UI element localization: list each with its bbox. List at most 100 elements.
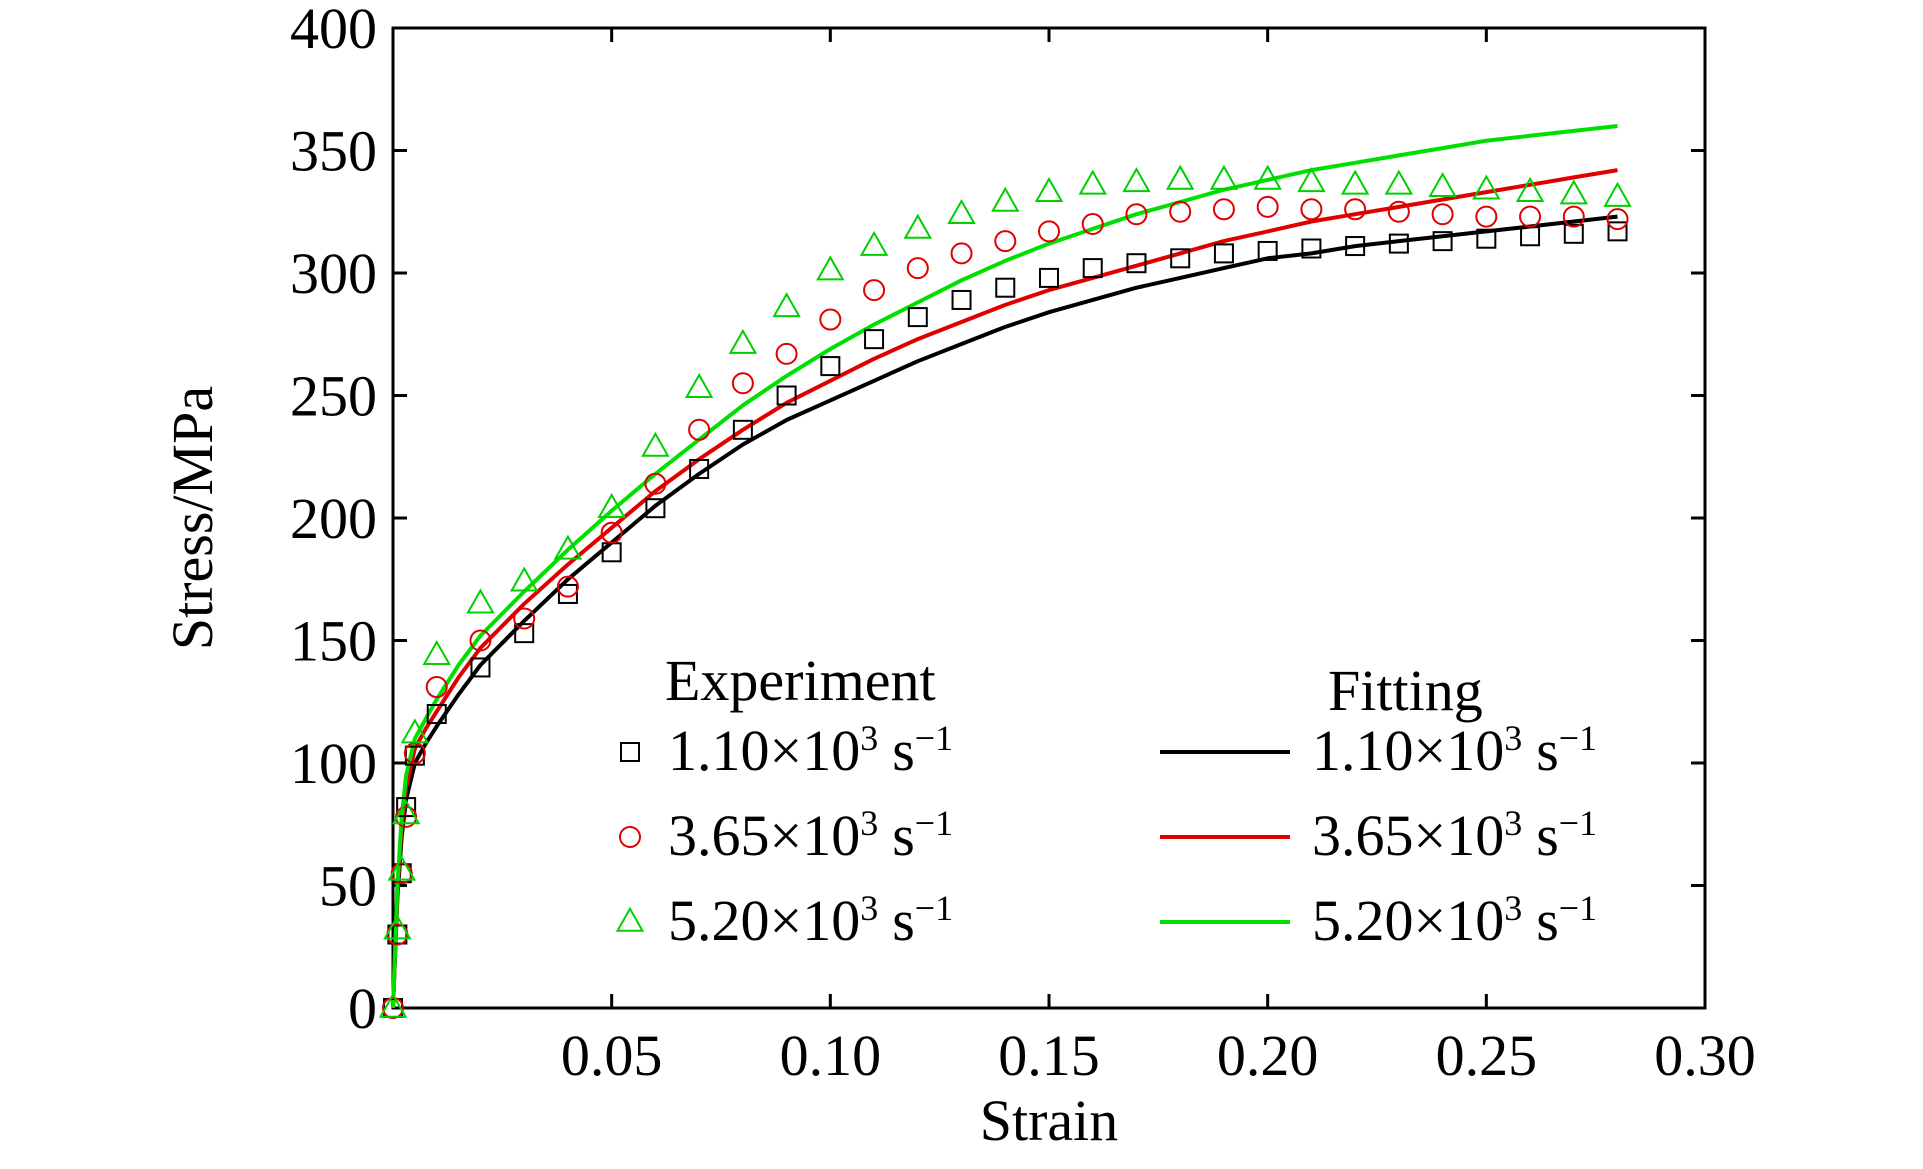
experiment-point-triangle: [1165, 164, 1195, 190]
experiment-point-circle: [1344, 198, 1367, 221]
legend-fitting-label: 1.10×103 s−1: [1312, 718, 1597, 783]
experiment-point-triangle: [466, 588, 495, 614]
legend-experiment-label-unit: s: [892, 718, 915, 783]
experiment-point-circle: [1475, 205, 1498, 228]
legend-fitting-label-unit: s: [1536, 888, 1559, 953]
experiment-point-triangle: [1428, 172, 1457, 198]
experiment-point-circle: [1125, 203, 1148, 226]
experiment-point-square: [1301, 238, 1322, 259]
legend-experiment-label: 5.20×103 s−1: [668, 888, 953, 953]
experiment-point-triangle: [378, 992, 408, 1018]
experiment-point-triangle: [1209, 164, 1239, 190]
experiment-point-circle: [382, 997, 404, 1019]
legend-experiment-title: Experiment: [665, 648, 936, 713]
experiment-point-triangle: [1515, 176, 1545, 202]
experiment-point-triangle: [1297, 167, 1326, 193]
experiment-point-square: [1082, 258, 1103, 279]
legend-fitting-label-unit-exponent: −1: [1559, 888, 1597, 928]
y-tick-label: 100: [290, 731, 377, 796]
experiment-point-square: [1126, 253, 1147, 274]
x-tick-label: 0.25: [1436, 1023, 1538, 1088]
experiment-point-triangle: [422, 639, 451, 665]
experiment-point-circle: [1300, 198, 1323, 221]
x-tick-label: 0.15: [998, 1023, 1100, 1088]
experiment-point-square: [1476, 228, 1497, 249]
experiment-point-square: [557, 583, 578, 604]
experiment-point-square: [1213, 243, 1234, 264]
experiment-point-triangle: [400, 718, 430, 744]
legend-fitting-label-value: 5.20×10: [1312, 888, 1504, 953]
x-tick-label: 0.05: [561, 1023, 663, 1088]
legend-fitting-label-unit: s: [1536, 803, 1559, 868]
legend-fitting-label: 3.65×103 s−1: [1312, 803, 1597, 868]
experiment-point-square: [1432, 231, 1453, 252]
x-tick-label: 0.20: [1217, 1023, 1319, 1088]
experiment-point-circle: [1169, 200, 1192, 223]
experiment-point-triangle: [903, 213, 933, 239]
legend-experiment-label-exponent: 3: [860, 718, 878, 758]
experiment-point-circle: [731, 372, 754, 395]
experiment-point-triangle: [991, 186, 1020, 212]
legend-fitting-label-unit: s: [1536, 718, 1559, 783]
experiment-point-circle: [1387, 200, 1410, 223]
experiment-point-triangle: [859, 230, 889, 256]
experiment-point-triangle: [383, 914, 412, 940]
y-tick-label: 400: [290, 0, 377, 61]
experiment-point-circle: [1081, 213, 1104, 235]
experiment-point-circle: [1431, 203, 1454, 226]
legend-experiment-label-value: 3.65×10: [668, 803, 860, 868]
experiment-point-triangle: [1384, 169, 1414, 195]
experiment-point-triangle: [1559, 179, 1589, 205]
experiment-point-square: [1039, 267, 1059, 288]
experiment-point-triangle: [772, 292, 801, 318]
experiment-point-circle: [600, 521, 623, 544]
experiment-point-triangle: [947, 198, 976, 224]
experiment-point-square: [396, 797, 417, 818]
legend-experiment-label: 3.65×103 s−1: [668, 803, 953, 868]
y-tick-label: 250: [290, 364, 377, 429]
experiment-point-triangle: [553, 534, 583, 560]
experiment-point-triangle: [641, 431, 670, 457]
legend-fitting-label-exponent: 3: [1504, 888, 1522, 928]
experiment-point-square: [995, 277, 1016, 298]
experiment-point-triangle: [684, 372, 714, 398]
experiment-point-square: [732, 419, 753, 440]
experiment-point-triangle: [597, 492, 626, 518]
experiment-point-circle: [775, 342, 798, 365]
experiment-point-square: [514, 623, 535, 644]
experiment-point-square: [907, 307, 928, 328]
experiment-markers: [378, 164, 1632, 1019]
experiment-point-square: [1563, 223, 1584, 244]
experiment-point-circle: [1519, 205, 1542, 228]
legend-fitting-label-unit-exponent: −1: [1559, 803, 1597, 843]
legend-experiment-label-exponent: 3: [860, 888, 878, 928]
legend-experiment-label-exponent: 3: [860, 803, 878, 843]
experiment-point-triangle: [1078, 169, 1107, 195]
experiment-point-triangle: [1253, 164, 1282, 190]
legend-fitting-label-exponent: 3: [1504, 718, 1522, 758]
experiment-point-square: [426, 704, 447, 724]
fitting-line-3: [391, 124, 1618, 1009]
experiment-point-square: [470, 657, 491, 678]
experiment-point-square: [776, 385, 797, 406]
x-tick-label: 0.10: [780, 1023, 882, 1088]
experiment-point-triangle: [1603, 181, 1632, 207]
experiment-point-circle: [513, 607, 536, 630]
experiment-point-circle: [1038, 220, 1060, 243]
experiment-point-circle: [1606, 208, 1629, 231]
experiment-point-square: [645, 498, 666, 519]
experiment-point-circle: [994, 230, 1017, 253]
experiment-point-square: [1345, 236, 1366, 257]
experiment-point-square: [820, 356, 841, 377]
legend-experiment-label-unit: s: [892, 888, 915, 953]
experiment-point-circle: [556, 575, 579, 598]
legend-experiment-label: 1.10×103 s−1: [668, 718, 953, 783]
y-tick-label: 150: [290, 609, 377, 674]
y-axis: 0 50 100 150 200 250 300 350 400: [290, 0, 1705, 1041]
experiment-point-square: [1520, 226, 1541, 247]
experiment-point-circle: [644, 472, 667, 495]
experiment-point-triangle: [1472, 174, 1501, 200]
fitting-line-1: [391, 214, 1618, 1009]
legend-experiment-label-unit-exponent: −1: [915, 718, 953, 758]
